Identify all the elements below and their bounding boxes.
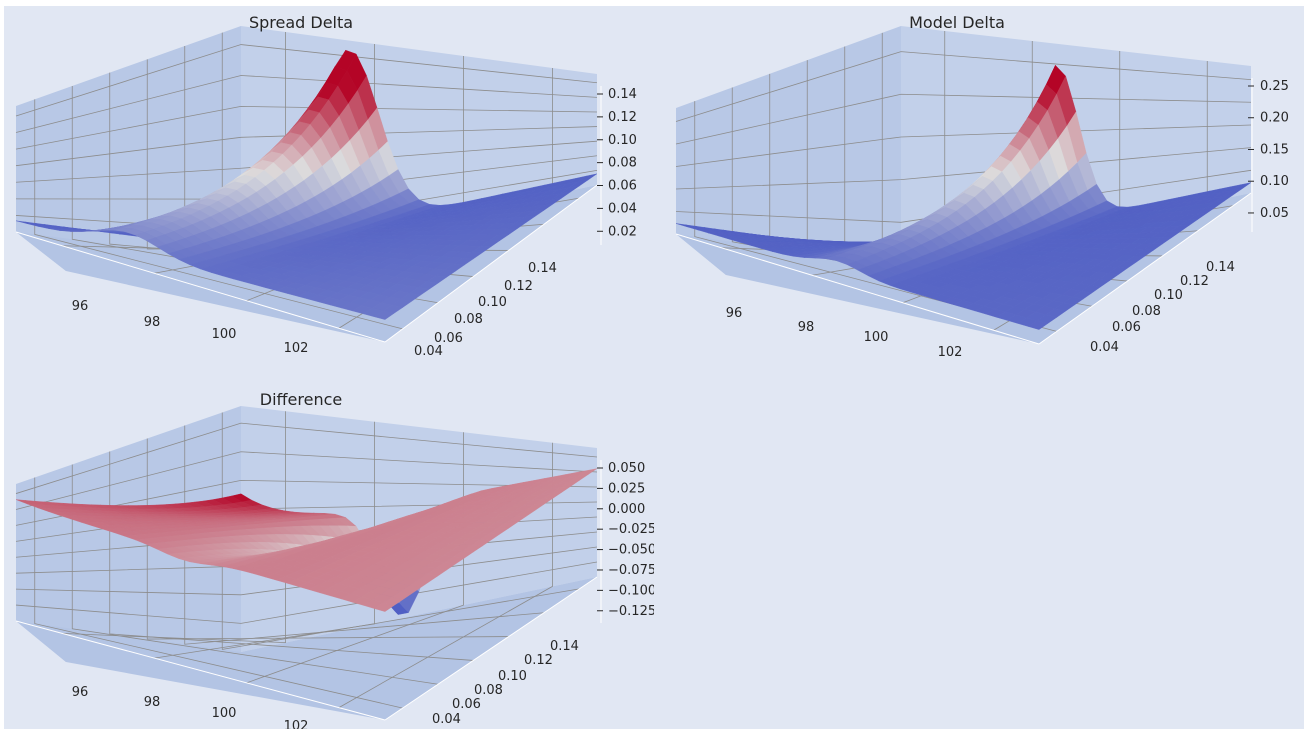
z-tick-label: −0.050 <box>608 543 654 558</box>
y-tick-label: 0.06 <box>434 331 463 346</box>
y-tick-label: 0.12 <box>524 653 553 668</box>
y-tick-label: 0.08 <box>454 312 483 327</box>
chart-title: Spread Delta <box>249 13 353 32</box>
y-tick-label: 0.14 <box>550 639 579 654</box>
y-tick-label: 0.08 <box>474 683 503 698</box>
z-tick-label: −0.125 <box>608 604 654 619</box>
z-tick-label: 0.25 <box>1260 79 1289 94</box>
z-tick-label: 0.14 <box>608 87 637 102</box>
z-tick-label: 0.05 <box>1260 206 1289 221</box>
y-tick-label: 0.10 <box>478 295 507 310</box>
chart-title: Model Delta <box>909 13 1005 32</box>
x-tick-label: 102 <box>938 345 963 360</box>
x-tick-label: 96 <box>726 306 743 321</box>
y-tick-label: 0.14 <box>1206 260 1235 275</box>
z-tick-label: 0.12 <box>608 110 637 125</box>
x-tick-label: 100 <box>864 330 889 345</box>
y-tick-label: 0.04 <box>414 344 443 359</box>
x-tick-label: 102 <box>284 341 309 356</box>
z-tick-label: 0.10 <box>1260 174 1289 189</box>
x-tick-label: 96 <box>72 299 89 314</box>
x-tick-label: 98 <box>144 695 161 710</box>
y-tick-label: 0.10 <box>1154 288 1183 303</box>
z-tick-label: 0.050 <box>608 461 645 476</box>
z-tick-label: 0.02 <box>608 224 637 239</box>
y-tick-label: 0.10 <box>498 669 527 684</box>
y-tick-label: 0.04 <box>1090 340 1119 355</box>
x-tick-label: 98 <box>798 320 815 335</box>
y-tick-label: 0.08 <box>1132 304 1161 319</box>
x-tick-label: 102 <box>284 719 309 729</box>
y-tick-label: 0.14 <box>528 261 557 276</box>
z-tick-label: 0.15 <box>1260 142 1289 157</box>
pane-left <box>676 26 901 275</box>
chart-title: Difference <box>260 390 342 409</box>
z-tick-label: 0.08 <box>608 156 637 171</box>
z-tick-label: −0.025 <box>608 522 654 537</box>
z-tick-label: 0.06 <box>608 179 637 194</box>
z-tick-label: −0.100 <box>608 583 654 598</box>
z-tick-label: 0.20 <box>1260 111 1289 126</box>
chart-difference: Difference 96 98 100 102 0.040.060.080.100.12… <box>4 376 654 729</box>
y-tick-label: 0.06 <box>452 697 481 712</box>
x-tick-label: 100 <box>212 706 237 721</box>
z-tick-label: 0.025 <box>608 481 645 496</box>
y-tick-label: 0.12 <box>504 279 533 294</box>
x-tick-label: 98 <box>144 315 161 330</box>
x-tick-label: 100 <box>212 327 237 342</box>
y-tick-label: 0.04 <box>432 712 461 727</box>
z-tick-label: 0.000 <box>608 502 645 517</box>
x-tick-label: 96 <box>72 685 89 700</box>
z-tick-label: 0.04 <box>608 201 637 216</box>
y-tick-label: 0.06 <box>1112 320 1141 335</box>
z-tick-label: −0.075 <box>608 563 654 578</box>
figure: Spread Delta 96 98 100 102 0.04 0.06 0.08 0.10 0.… <box>4 6 1304 729</box>
y-tick-label: 0.12 <box>1180 274 1209 289</box>
z-tick-label: 0.10 <box>608 133 637 148</box>
